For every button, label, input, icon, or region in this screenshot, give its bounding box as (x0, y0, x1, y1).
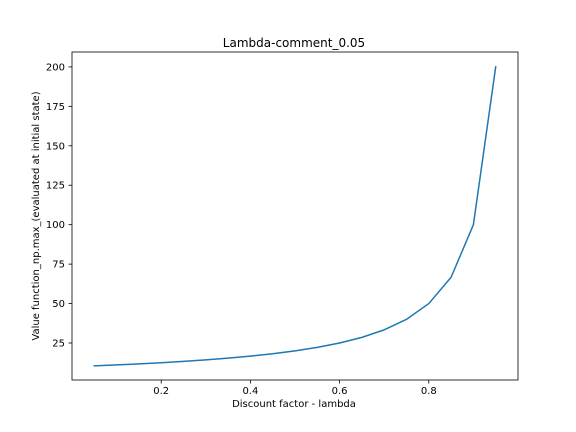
y-tick-label: 125 (46, 181, 65, 192)
series-line-0 (93, 66, 497, 367)
y-axis-ticks: 25 50 75 100 125 150 175 200 (46, 62, 72, 350)
y-axis-label: Value function_np.max_(evaluated at init… (31, 91, 42, 340)
y-tick-label: 150 (46, 141, 65, 152)
x-axis-ticks: 0.2 0.4 0.6 0.8 (153, 380, 437, 397)
plot-area (71, 51, 519, 381)
x-axis-label: Discount factor - lambda (232, 399, 356, 410)
axes-frame (71, 51, 519, 381)
x-tick-label: 0.4 (242, 386, 258, 397)
y-tick-label: 100 (46, 220, 65, 231)
y-tick-label: 25 (52, 339, 65, 350)
chart-title: Lambda-comment_0.05 (223, 36, 365, 50)
y-tick-label: 50 (52, 299, 65, 310)
x-tick-label: 0.8 (421, 386, 437, 397)
y-tick-label: 200 (46, 62, 65, 73)
x-tick-label: 0.2 (153, 386, 169, 397)
y-tick-label: 175 (46, 102, 65, 113)
x-tick-label: 0.6 (332, 386, 348, 397)
y-tick-label: 75 (52, 260, 65, 271)
